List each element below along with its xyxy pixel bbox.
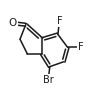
Text: O: O — [9, 18, 17, 28]
Text: F: F — [78, 42, 84, 52]
Text: F: F — [57, 16, 62, 26]
Text: Br: Br — [43, 74, 54, 85]
